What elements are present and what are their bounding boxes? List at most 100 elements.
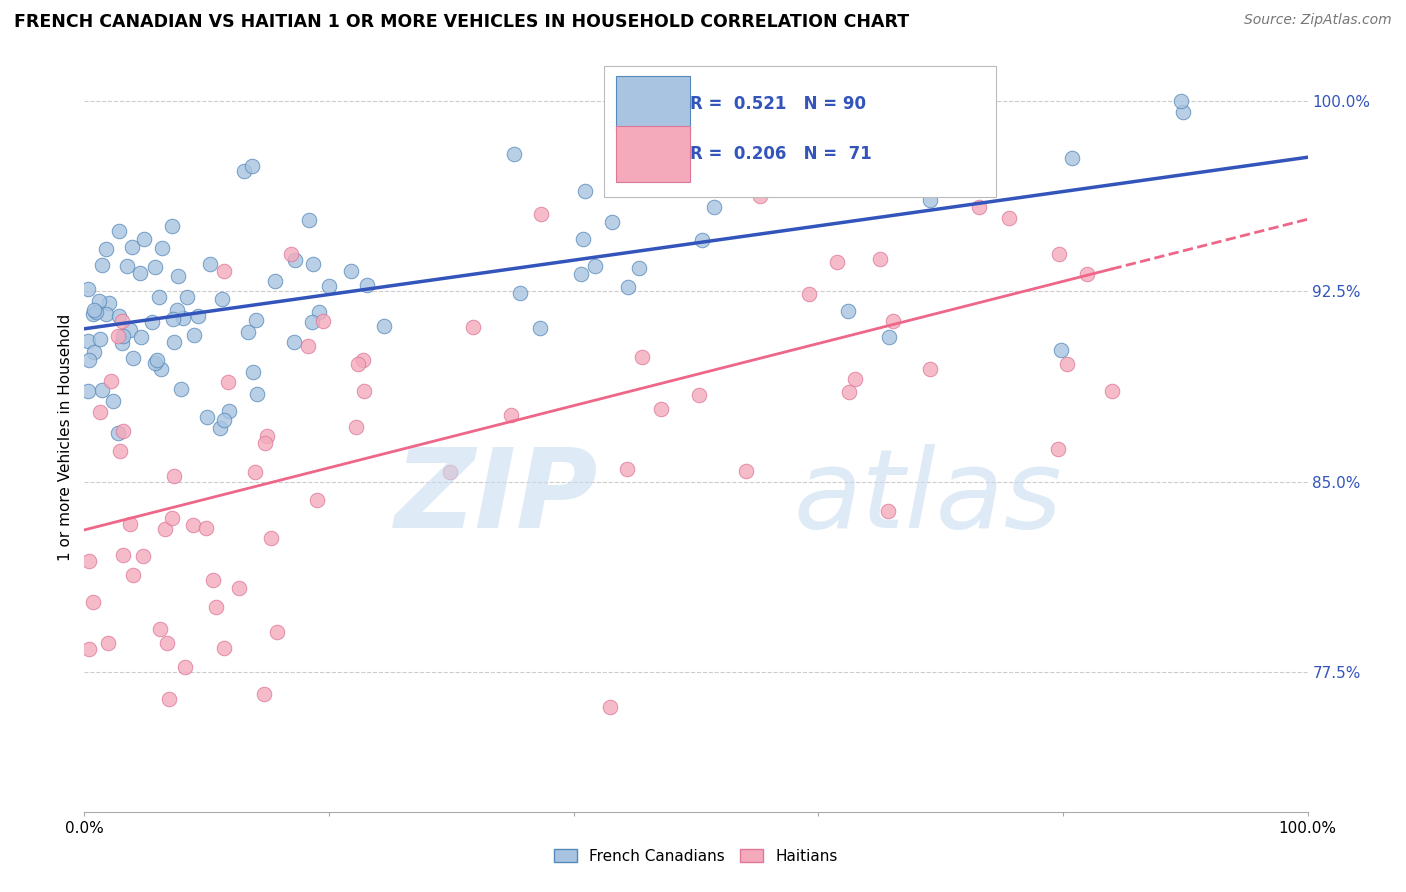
Point (688, 388, 710, 402)
Point (600, 215, 623, 229)
Point (181, 518, 204, 533)
Point (256, 429, 278, 443)
Point (115, 259, 138, 273)
Point (583, 259, 606, 273)
Point (97, 636, 120, 650)
Point (356, 278, 378, 293)
Point (101, 393, 124, 408)
Point (111, 424, 134, 438)
Point (122, 568, 145, 582)
Point (172, 311, 194, 326)
Point (266, 624, 288, 639)
Point (260, 532, 283, 546)
Point (373, 319, 395, 334)
Point (228, 581, 250, 595)
Point (153, 522, 176, 536)
Point (837, 303, 859, 318)
Point (131, 330, 153, 344)
Point (183, 328, 205, 343)
Point (1047, 247, 1070, 261)
FancyBboxPatch shape (616, 76, 690, 132)
Point (1170, 94, 1192, 108)
Point (574, 184, 596, 198)
Point (650, 402, 672, 417)
Point (503, 147, 526, 161)
FancyBboxPatch shape (605, 66, 995, 197)
Point (77, 554, 100, 568)
Point (163, 334, 186, 349)
Point (1046, 442, 1069, 457)
Point (233, 164, 256, 178)
Point (111, 329, 134, 343)
Point (83, 303, 105, 318)
Point (148, 290, 170, 304)
Point (143, 355, 166, 369)
Point (163, 468, 186, 483)
Point (212, 412, 235, 426)
Point (352, 353, 374, 368)
Point (167, 268, 190, 283)
Point (845, 172, 868, 186)
Point (107, 329, 129, 343)
Point (89, 332, 111, 346)
Point (160, 510, 183, 524)
Point (298, 213, 321, 227)
Point (166, 303, 188, 318)
Point (143, 260, 166, 275)
Point (439, 465, 461, 479)
Point (170, 382, 193, 396)
Legend: French Canadians, Haitians: French Canadians, Haitians (547, 841, 845, 871)
Point (1101, 384, 1123, 398)
Point (145, 352, 167, 367)
Point (91, 258, 114, 272)
Point (617, 280, 640, 294)
Point (245, 312, 267, 326)
Text: FRENCH CANADIAN VS HAITIAN 1 OR MORE VEHICLES IN HOUSEHOLD CORRELATION CHART: FRENCH CANADIAN VS HAITIAN 1 OR MORE VEH… (14, 13, 910, 31)
Point (886, 175, 908, 189)
Point (997, 211, 1019, 226)
Point (967, 200, 990, 214)
Point (218, 404, 240, 418)
Point (844, 372, 866, 386)
Point (132, 232, 155, 246)
Point (1050, 343, 1073, 357)
Point (129, 267, 152, 281)
Point (98, 296, 121, 310)
Point (253, 435, 276, 450)
Point (572, 232, 595, 246)
Point (530, 207, 553, 221)
Point (118, 517, 141, 532)
Point (83, 345, 105, 359)
Point (876, 504, 898, 518)
Point (869, 252, 891, 266)
Point (344, 420, 367, 434)
Point (77, 384, 100, 399)
Point (690, 233, 713, 247)
Point (156, 635, 179, 649)
Point (312, 314, 335, 328)
Text: ZIP: ZIP (395, 443, 598, 550)
Point (616, 461, 638, 475)
Point (280, 247, 302, 261)
Point (141, 315, 163, 329)
Point (120, 323, 142, 337)
Point (176, 290, 198, 304)
Point (347, 357, 370, 371)
Point (599, 700, 621, 714)
Point (301, 257, 323, 271)
Point (283, 334, 305, 349)
Point (1056, 357, 1078, 371)
Point (204, 600, 226, 615)
Point (509, 285, 531, 300)
Point (111, 314, 134, 328)
Point (157, 692, 180, 706)
Point (318, 279, 340, 293)
Point (631, 350, 654, 364)
Point (91, 383, 114, 397)
Point (297, 339, 319, 353)
Point (149, 362, 172, 376)
Point (918, 361, 941, 376)
Point (82, 595, 104, 609)
Point (94, 242, 117, 256)
Point (529, 320, 551, 334)
